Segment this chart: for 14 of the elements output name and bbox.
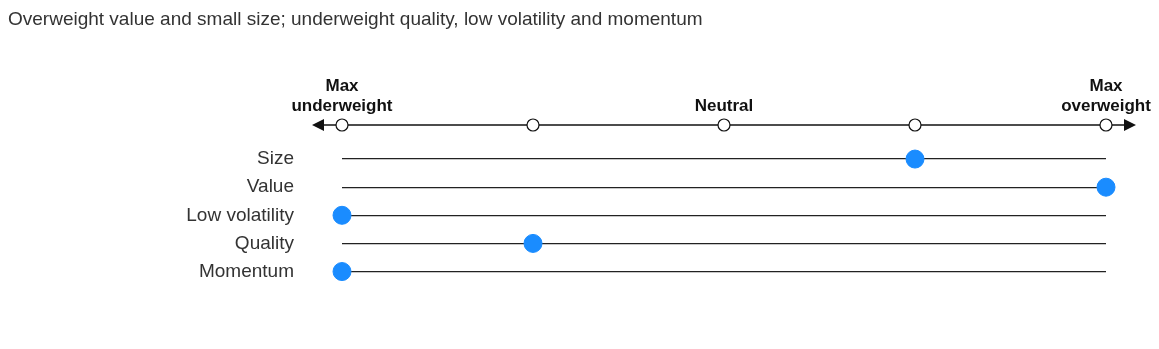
point	[905, 149, 925, 169]
text: Max overweight	[1061, 76, 1152, 116]
y-tick-label: Low volatility	[186, 203, 295, 225]
y-tick-label: Quality	[234, 231, 295, 253]
text: Max underweight	[291, 76, 393, 116]
text: Neutral	[694, 96, 754, 116]
point	[332, 262, 352, 282]
chart-title: Overweight value and small size; underweight quality, low volatility and momentum	[8, 8, 703, 30]
point	[1096, 177, 1116, 197]
y-tick-label: Value	[246, 175, 294, 197]
y-tick-label: Momentum	[198, 259, 294, 281]
y-tick-label: Size	[257, 147, 294, 169]
point	[523, 233, 543, 253]
point	[332, 205, 352, 225]
